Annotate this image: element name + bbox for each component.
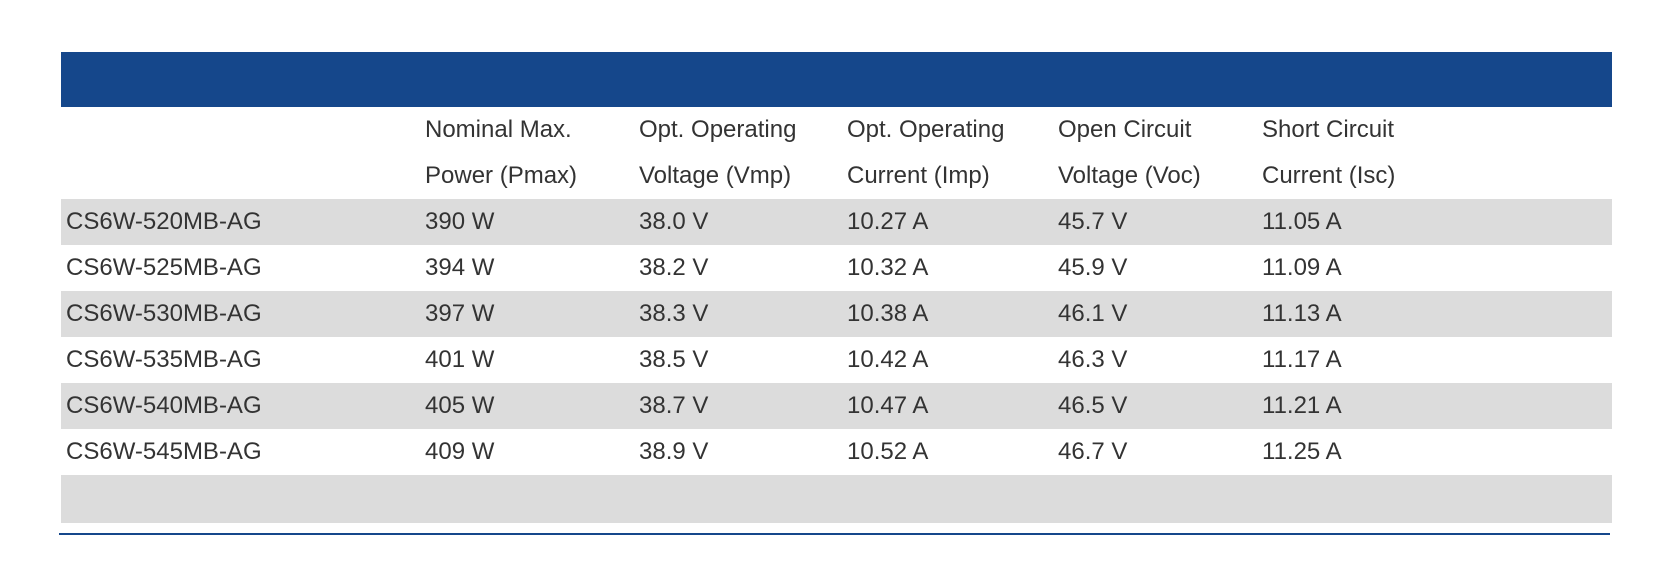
model-cell: CS6W-525MB-AG: [66, 254, 262, 281]
pmax-cell: 405 W: [425, 392, 495, 419]
table-row: CS6W-530MB-AG 397 W 38.3 V 10.38 A 46.1 …: [61, 291, 1612, 337]
isc-cell: 11.21 A: [1262, 392, 1342, 419]
vmp-cell: 38.7 V: [639, 392, 709, 419]
pmax-cell: 397 W: [425, 300, 495, 327]
table-footer-row: [61, 475, 1612, 523]
imp-cell: 10.42 A: [847, 346, 929, 373]
column-header-imp: Opt. Operating Current (Imp): [847, 116, 1005, 189]
table-row: CS6W-525MB-AG 394 W 38.2 V 10.32 A 45.9 …: [61, 245, 1612, 291]
pmax-cell: 394 W: [425, 254, 495, 281]
imp-cell: 10.27 A: [847, 208, 929, 235]
pmax-cell: 390 W: [425, 208, 495, 235]
vmp-cell: 38.2 V: [639, 254, 709, 281]
isc-cell: 11.25 A: [1262, 438, 1342, 465]
voc-cell: 46.3 V: [1058, 346, 1128, 373]
voc-cell: 45.9 V: [1058, 254, 1128, 281]
model-cell: CS6W-545MB-AG: [66, 438, 262, 465]
vmp-cell: 38.3 V: [639, 300, 709, 327]
table-row: CS6W-545MB-AG 409 W 38.9 V 10.52 A 46.7 …: [61, 429, 1612, 475]
column-header-row: Nominal Max. Power (Pmax) Opt. Operating…: [61, 107, 1612, 199]
voc-cell: 45.7 V: [1058, 208, 1128, 235]
column-header-pmax: Nominal Max. Power (Pmax): [425, 116, 578, 189]
vmp-cell: 38.9 V: [639, 438, 709, 465]
bottom-divider: [59, 533, 1610, 535]
imp-cell: 10.38 A: [847, 300, 929, 327]
isc-cell: 11.05 A: [1262, 208, 1342, 235]
column-header-isc: Short Circuit Current (Isc): [1262, 116, 1396, 189]
imp-cell: 10.47 A: [847, 392, 929, 419]
table-row: CS6W-520MB-AG 390 W 38.0 V 10.27 A 45.7 …: [61, 199, 1612, 245]
voc-cell: 46.5 V: [1058, 392, 1128, 419]
column-header-voc: Open Circuit Voltage (Voc): [1058, 116, 1201, 189]
model-cell: CS6W-520MB-AG: [66, 208, 262, 235]
voc-cell: 46.7 V: [1058, 438, 1128, 465]
pmax-cell: 409 W: [425, 438, 495, 465]
voc-cell: 46.1 V: [1058, 300, 1128, 327]
vmp-cell: 38.0 V: [639, 208, 709, 235]
table-row: CS6W-540MB-AG 405 W 38.7 V 10.47 A 46.5 …: [61, 383, 1612, 429]
imp-cell: 10.52 A: [847, 438, 929, 465]
isc-cell: 11.17 A: [1262, 346, 1342, 373]
specs-table: Nominal Max. Power (Pmax) Opt. Operating…: [61, 52, 1612, 523]
column-header-vmp: Opt. Operating Voltage (Vmp): [639, 116, 797, 189]
model-cell: CS6W-540MB-AG: [66, 392, 262, 419]
vmp-cell: 38.5 V: [639, 346, 709, 373]
pmax-cell: 401 W: [425, 346, 495, 373]
table-header-bar: [61, 52, 1612, 107]
isc-cell: 11.13 A: [1262, 300, 1342, 327]
isc-cell: 11.09 A: [1262, 254, 1342, 281]
table-row: CS6W-535MB-AG 401 W 38.5 V 10.42 A 46.3 …: [61, 337, 1612, 383]
model-cell: CS6W-530MB-AG: [66, 300, 262, 327]
model-cell: CS6W-535MB-AG: [66, 346, 262, 373]
imp-cell: 10.32 A: [847, 254, 929, 281]
